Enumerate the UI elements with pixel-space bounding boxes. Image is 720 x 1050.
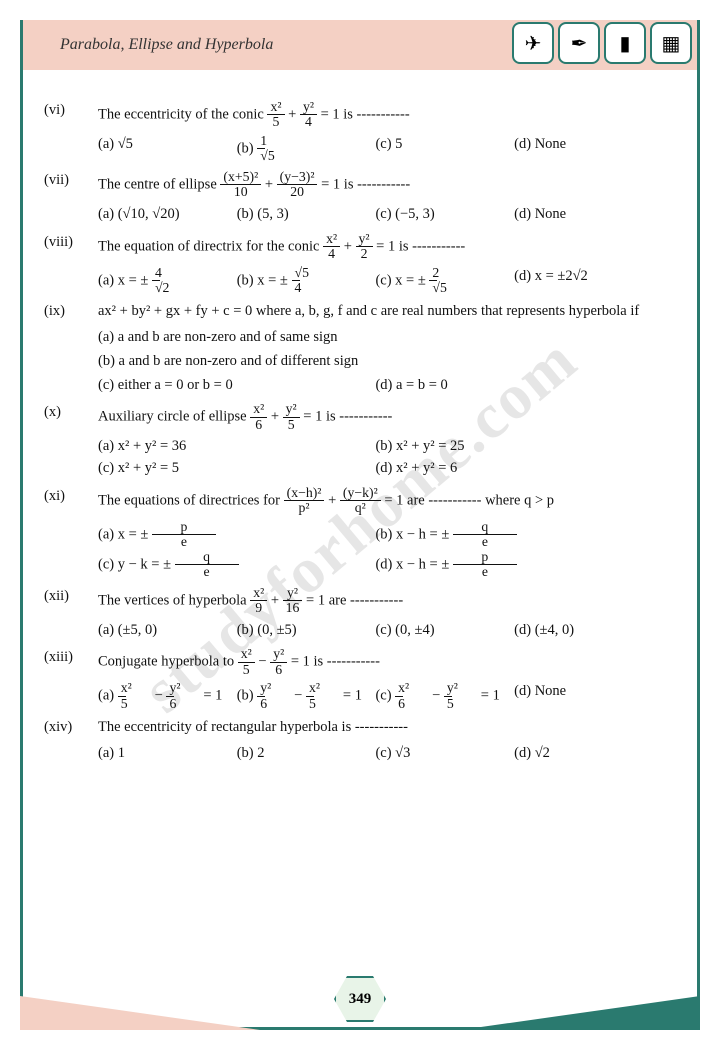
opt-b: (b) x − h = ± qe: [375, 520, 652, 550]
opt-a: (a) x = ± 4√2: [98, 266, 237, 296]
stem-text: The equation of directrix for the conic: [98, 238, 323, 254]
question-x: (x) Auxiliary circle of ellipse x²6 + y²…: [44, 402, 676, 432]
opt-d: (d) None: [514, 681, 653, 711]
question-ix: (ix) ax² + by² + gx + fy + c = 0 where a…: [44, 301, 676, 323]
qnum: (ix): [44, 301, 98, 323]
opt-b: (b) (0, ±5): [237, 620, 376, 642]
stem-text: The equations of directrices for: [98, 492, 284, 508]
qstem: The equations of directrices for (x−h)²p…: [98, 486, 676, 516]
opt-d: (d) None: [514, 134, 653, 164]
question-vi: (vi) The eccentricity of the conic x²5 +…: [44, 100, 676, 130]
stem-text: = 1 is -----------: [376, 238, 465, 254]
options-xiv: (a) 1 (b) 2 (c) √3 (d) √2: [44, 743, 676, 765]
stem-text: The eccentricity of the conic: [98, 106, 267, 122]
qstem: Auxiliary circle of ellipse x²6 + y²5 = …: [98, 402, 676, 432]
opt-b: (b) x² + y² = 25: [375, 436, 652, 458]
question-xiii: (xiii) Conjugate hyperbola to x²5 − y²6 …: [44, 647, 676, 677]
qnum: (xi): [44, 486, 98, 516]
footer-accent-left: [20, 996, 260, 1030]
qstem: The eccentricity of rectangular hyperbol…: [98, 717, 676, 739]
opt-a: (a) a and b are non-zero and of same sig…: [44, 327, 676, 349]
stem-text: = 1 are ----------- where q > p: [384, 492, 554, 508]
stem-text: = 1 are -----------: [306, 592, 403, 608]
qnum: (vii): [44, 170, 98, 200]
opt-c: (c) y − k = ± qe: [98, 550, 375, 580]
opt-d: (d) x = ±2√2: [514, 266, 653, 296]
qnum: (xiii): [44, 647, 98, 677]
opt-c: (c) 5: [375, 134, 514, 164]
content-area: (vi) The eccentricity of the conic x²5 +…: [44, 100, 676, 970]
opt-b: (b) (5, 3): [237, 204, 376, 226]
calc-icon: ▦: [650, 22, 692, 64]
opt-a: (a) √5: [98, 134, 237, 164]
opt-b: (b) 1√5: [237, 134, 376, 164]
options-x: (a) x² + y² = 36 (b) x² + y² = 25 (c) x²…: [44, 436, 676, 480]
qstem: The equation of directrix for the conic …: [98, 232, 676, 262]
qstem: The eccentricity of the conic x²5 + y²4 …: [98, 100, 676, 130]
qnum: (xii): [44, 586, 98, 616]
opt-c: (c) x² + y² = 5: [98, 458, 375, 480]
question-vii: (vii) The centre of ellipse (x+5)²10 + (…: [44, 170, 676, 200]
qnum: (xiv): [44, 717, 98, 739]
stem-text: Auxiliary circle of ellipse: [98, 409, 250, 425]
ruler-icon: ▮: [604, 22, 646, 64]
opt-c: (c) either a = 0 or b = 0: [98, 375, 375, 397]
qstem: ax² + by² + gx + fy + c = 0 where a, b, …: [98, 301, 676, 323]
opt-a: (a) (±5, 0): [98, 620, 237, 642]
opt-c: (c) √3: [375, 743, 514, 765]
qstem: The centre of ellipse (x+5)²10 + (y−3)²2…: [98, 170, 676, 200]
opt-c: (c) (0, ±4): [375, 620, 514, 642]
options-vii: (a) (√10, √20) (b) (5, 3) (c) (−5, 3) (d…: [44, 204, 676, 226]
stem-text: The vertices of hyperbola: [98, 592, 250, 608]
opt-d: (d) (±4, 0): [514, 620, 653, 642]
stem-text: The centre of ellipse: [98, 176, 220, 192]
footer: 349: [20, 980, 700, 1030]
stem-text: = 1 is -----------: [303, 409, 392, 425]
stem-text: = 1 is -----------: [321, 176, 410, 192]
opt-b: (b) 2: [237, 743, 376, 765]
stem-text: = 1 is -----------: [321, 106, 410, 122]
question-xii: (xii) The vertices of hyperbola x²9 + y²…: [44, 586, 676, 616]
options-xiii: (a) x²5 − y²6 = 1 (b) y²6 − x²5 = 1 (c) …: [44, 681, 676, 711]
opt-c: (c) x = ± 2√5: [375, 266, 514, 296]
options-xii: (a) (±5, 0) (b) (0, ±5) (c) (0, ±4) (d) …: [44, 620, 676, 642]
opt-a: (a) x²5 − y²6 = 1: [98, 681, 237, 711]
qnum: (vi): [44, 100, 98, 130]
stem-text: = 1 is -----------: [291, 654, 380, 670]
qstem: The vertices of hyperbola x²9 + y²16 = 1…: [98, 586, 676, 616]
question-xiv: (xiv) The eccentricity of rectangular hy…: [44, 717, 676, 739]
opt-b: (b) x = ± √54: [237, 266, 376, 296]
page-number: 349: [334, 976, 386, 1022]
opt-a: (a) x² + y² = 36: [98, 436, 375, 458]
plane-icon: ✈: [512, 22, 554, 64]
qstem: Conjugate hyperbola to x²5 − y²6 = 1 is …: [98, 647, 676, 677]
header-icons: ✈ ✒ ▮ ▦: [512, 22, 692, 64]
qnum: (viii): [44, 232, 98, 262]
opt-a: (a) x = ± pe: [98, 520, 375, 550]
opt-d: (d) √2: [514, 743, 653, 765]
opt-c: (c) (−5, 3): [375, 204, 514, 226]
stem-text: Conjugate hyperbola to: [98, 654, 238, 670]
opt-c: (c) x²6 − y²5 = 1: [375, 681, 514, 711]
opt-b: (b) a and b are non-zero and of differen…: [44, 351, 676, 373]
opt-d: (d) x − h = ± pe: [375, 550, 652, 580]
options-vi: (a) √5 (b) 1√5 (c) 5 (d) None: [44, 134, 676, 164]
qnum: (x): [44, 402, 98, 432]
compass-icon: ✒: [558, 22, 600, 64]
opt-b: (b) y²6 − x²5 = 1: [237, 681, 376, 711]
question-viii: (viii) The equation of directrix for the…: [44, 232, 676, 262]
opt-a: (a) 1: [98, 743, 237, 765]
options-ix-cd: (c) either a = 0 or b = 0 (d) a = b = 0: [44, 375, 676, 397]
footer-accent-right: [460, 996, 700, 1030]
options-xi: (a) x = ± pe (b) x − h = ± qe (c) y − k …: [44, 520, 676, 580]
opt-d: (d) a = b = 0: [375, 375, 652, 397]
options-viii: (a) x = ± 4√2 (b) x = ± √54 (c) x = ± 2√…: [44, 266, 676, 296]
opt-d: (d) None: [514, 204, 653, 226]
opt-a: (a) (√10, √20): [98, 204, 237, 226]
question-xi: (xi) The equations of directrices for (x…: [44, 486, 676, 516]
opt-d: (d) x² + y² = 6: [375, 458, 652, 480]
